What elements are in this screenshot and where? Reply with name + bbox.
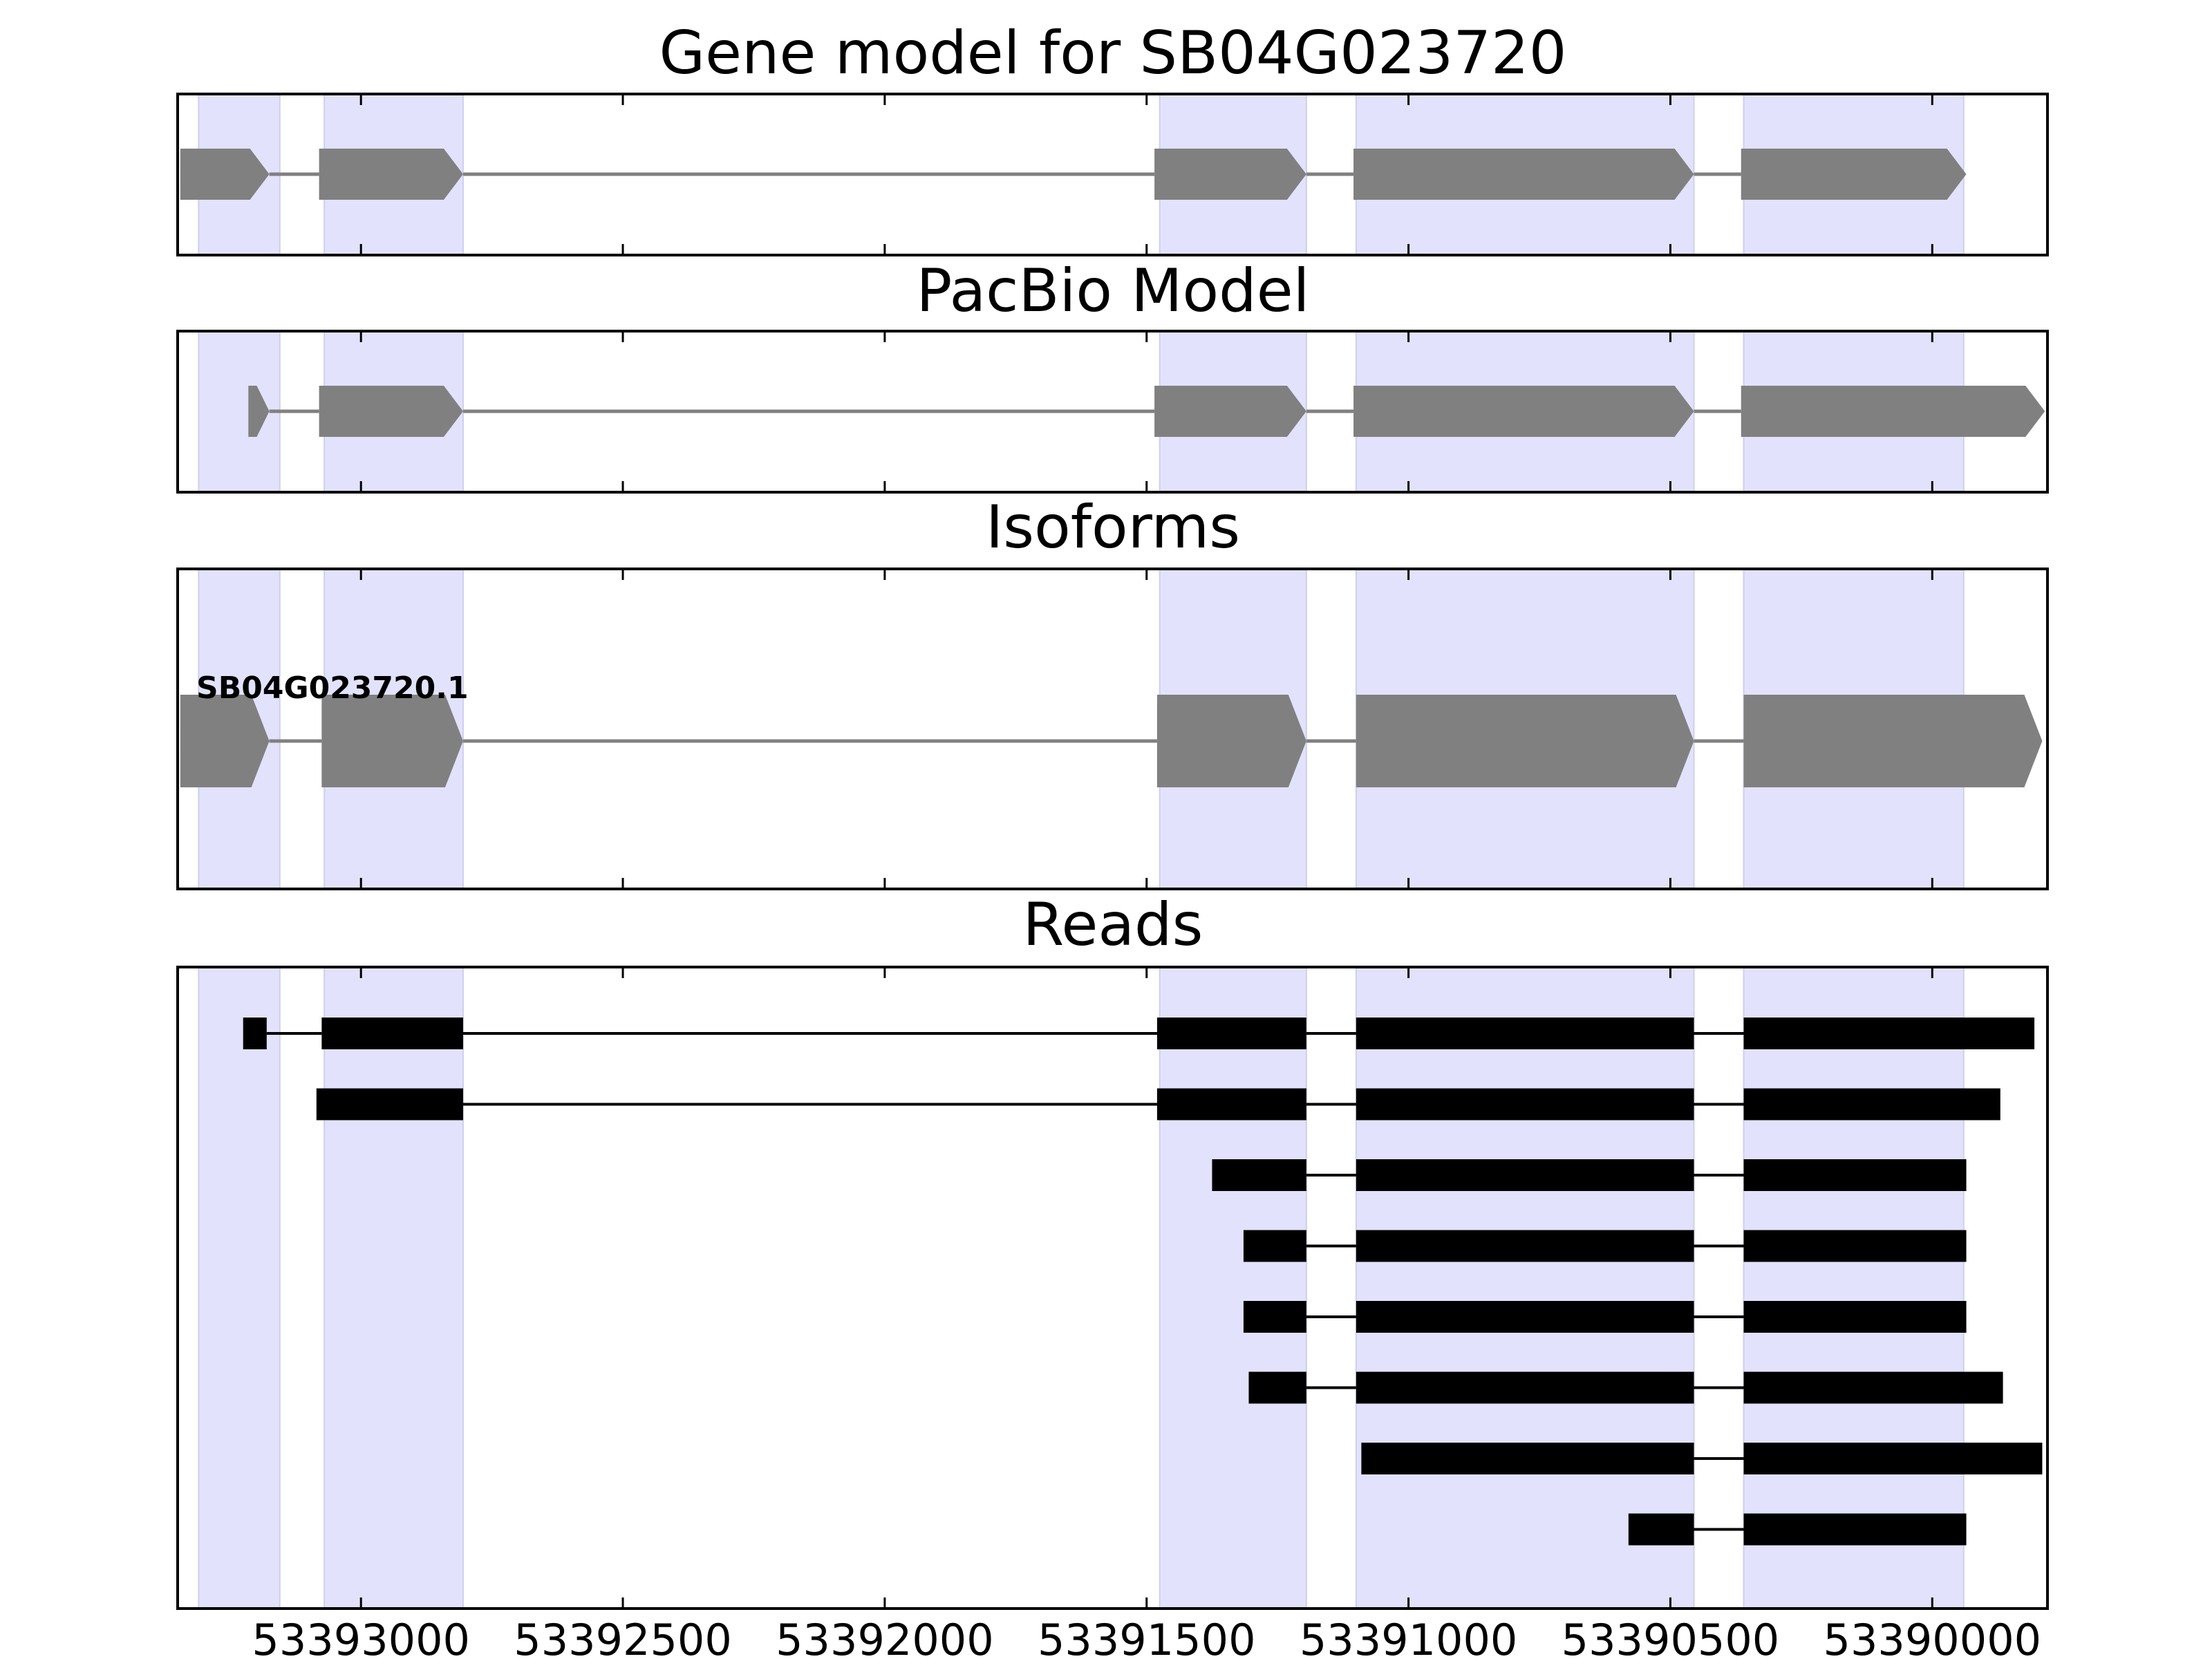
read-3-exon-3 [1743, 1159, 1967, 1191]
isoforms-ticks [359, 569, 1933, 889]
read-2-exon-4 [1743, 1088, 2000, 1121]
exon-band-2 [324, 966, 464, 1609]
read-1 [243, 1018, 2035, 1049]
read-5-exon-2 [1356, 1301, 1694, 1333]
gene-model-exon-1 [180, 149, 270, 200]
gene-model-exon-2 [319, 149, 463, 200]
read-4-exon-3 [1743, 1230, 1967, 1262]
read-8-exon-1 [1628, 1513, 1694, 1546]
isoform-1-exon-3 [1156, 695, 1306, 787]
read-1-exon-3 [1156, 1018, 1306, 1049]
isoforms-exon-bands [198, 568, 1965, 890]
read-1-exon-5 [1743, 1018, 2035, 1049]
read-1-exon-2 [321, 1018, 463, 1049]
read-5-exon-1 [1243, 1301, 1306, 1333]
read-6 [1248, 1371, 2003, 1404]
pacbio-model-features [248, 386, 2045, 437]
isoform-1-exon-5 [1743, 695, 2043, 787]
exon-band-5 [1743, 966, 1965, 1609]
read-2 [316, 1088, 2000, 1121]
pacbio-model-exon-1 [248, 386, 270, 437]
reads-exon-bands [198, 966, 1965, 1609]
isoforms-features [180, 695, 2043, 787]
read-2-exon-3 [1356, 1088, 1694, 1121]
exon-band-4 [1355, 966, 1695, 1609]
reads-title: Reads [1023, 890, 1203, 959]
read-4 [1243, 1230, 1967, 1262]
reads-panel: Reads 53393000 53392500 53392000 53391500 53… [176, 890, 2049, 1659]
pacbio-model-exon-4 [1353, 386, 1694, 437]
read-6-exon-2 [1356, 1371, 1694, 1404]
read-6-exon-1 [1248, 1371, 1306, 1404]
read-3-exon-2 [1356, 1159, 1694, 1191]
read-5 [1243, 1301, 1967, 1333]
pacbio-model-exon-2 [319, 386, 463, 437]
isoforms-frame [176, 568, 2049, 890]
read-1-exon-4 [1356, 1018, 1694, 1049]
exon-band-3 [1159, 966, 1307, 1609]
gene-model-title: Gene model for SB04G023720 [659, 19, 1567, 88]
read-7 [1361, 1443, 2043, 1474]
reads-frame [176, 966, 2049, 1610]
isoform-1-exon-2 [321, 695, 463, 787]
gene-model-frame [176, 93, 2049, 256]
read-2-exon-1 [316, 1088, 463, 1121]
x-axis-tick-labels: 53393000 53392500 53392000 53391500 53391000… [252, 1615, 2041, 1659]
read-4-exon-1 [1243, 1230, 1306, 1262]
gene-model-exon-4 [1353, 149, 1694, 200]
pacbio-model-exon-5 [1741, 386, 2045, 437]
x-tick-label-1: 53393000 [252, 1615, 470, 1659]
x-tick-label-6: 53390500 [1562, 1615, 1780, 1659]
isoform-1-exon-4 [1356, 695, 1694, 787]
x-tick-label-3: 53392000 [776, 1615, 994, 1659]
x-tick-label-2: 53392500 [514, 1615, 732, 1659]
isoforms-title: Isoforms [986, 493, 1240, 562]
gene-model-exon-5 [1741, 149, 1967, 200]
pacbio-model-panel: PacBio Model [176, 256, 2049, 494]
read-8-exon-2 [1743, 1513, 1967, 1546]
read-7-exon-1 [1361, 1443, 1694, 1474]
gene-model-exon-3 [1154, 149, 1306, 200]
read-5-exon-3 [1743, 1301, 1967, 1333]
read-3 [1212, 1159, 1967, 1191]
pacbio-model-exon-3 [1154, 386, 1306, 437]
pacbio-model-title: PacBio Model [916, 256, 1309, 326]
gene-model-features [180, 149, 1967, 200]
read-8 [1628, 1513, 1967, 1546]
x-tick-label-7: 53390000 [1824, 1615, 2042, 1659]
exon-band-1 [198, 966, 281, 1609]
reads-ticks [359, 967, 1933, 1609]
read-2-exon-2 [1156, 1088, 1306, 1121]
read-4-exon-2 [1356, 1230, 1694, 1262]
pacbio-model-ticks [359, 331, 1933, 492]
read-3-exon-1 [1212, 1159, 1306, 1191]
isoforms-panel: Isoforms SB04G023720.1 [176, 493, 2049, 890]
gene-model-panel: Gene model for SB04G023720 [176, 19, 2049, 256]
read-6-exon-3 [1743, 1371, 2003, 1404]
read-1-exon-1 [243, 1018, 267, 1049]
gene-model-ticks [359, 94, 1933, 255]
x-tick-label-5: 53391000 [1300, 1615, 1518, 1659]
read-7-exon-2 [1743, 1443, 2043, 1474]
isoform-label: SB04G023720.1 [196, 671, 469, 706]
x-tick-label-4: 53391500 [1038, 1615, 1256, 1659]
pacbio-model-frame [176, 330, 2049, 494]
reads-features [243, 1018, 2043, 1546]
isoform-1-exon-1 [180, 695, 270, 787]
